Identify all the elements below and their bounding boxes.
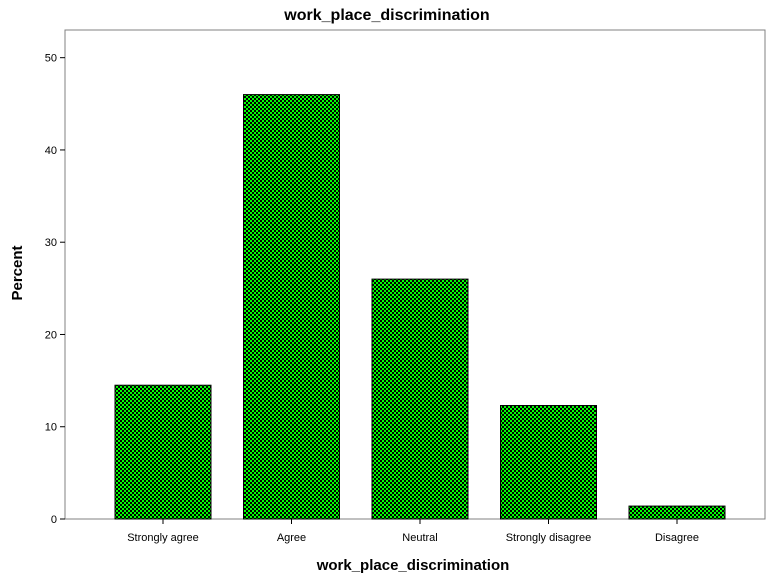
x-tick-label: Strongly agree [127,532,199,544]
x-tick-label: Strongly disagree [506,532,592,544]
y-tick-label: 40 [45,145,57,157]
bar-neutral [371,278,469,520]
x-axis: Strongly agree Agree Neutral Strongly disag… [127,519,699,544]
y-tick-label: 10 [45,422,57,434]
x-axis-title: work_place_discrimination [316,557,510,574]
x-tick-label: Agree [277,532,306,544]
bar-disagree [628,505,726,520]
y-axis: 0 10 20 30 40 50 [45,53,65,526]
y-tick-label: 50 [45,53,57,65]
x-tick-label: Neutral [402,532,437,544]
y-tick-label: 0 [51,514,57,526]
y-tick-label: 20 [45,329,57,341]
y-axis-title: Percent [9,245,26,300]
bar-strongly-agree [114,384,212,520]
chart-title: work_place_discrimination [283,7,489,24]
y-tick-label: 30 [45,237,57,249]
x-tick-label: Disagree [655,532,699,544]
bar-strongly-disagree [500,405,597,520]
bars-group [114,94,726,520]
bar-agree [243,94,340,520]
